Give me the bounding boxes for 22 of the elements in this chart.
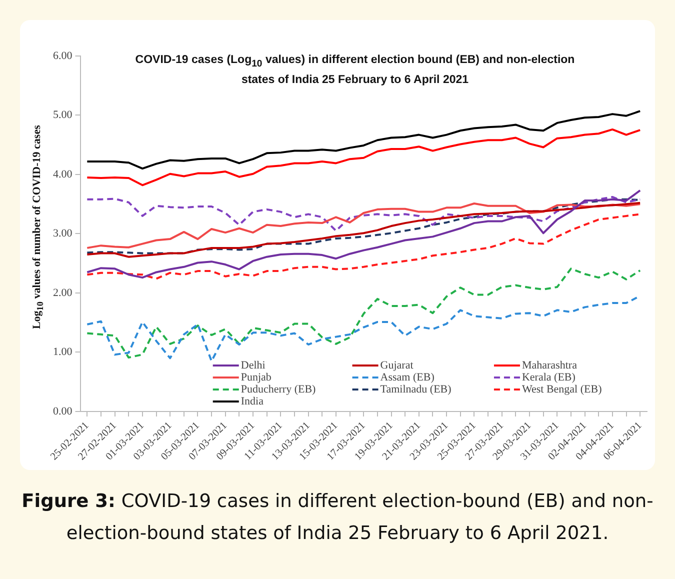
text: COVID-19 cases (Log$_{10}$ values) in different election bound (EB) and non-election states of India 25 February to 6 April 2021 (134, 53, 576, 88)
legend-label: Gujarat (380, 359, 414, 372)
y-tick-label: 3.00 (53, 228, 73, 240)
legend-label: Punjab (240, 371, 272, 384)
caption: Figure 3: COVID-19 cases in different election-bound (EB) and non-election-bound states of India 25 February to 6 April 2021. (22, 491, 654, 544)
y-tick-label: 0.00 (53, 405, 73, 418)
legend-label: Tamilnadu (EB) (380, 383, 452, 396)
line-series (86, 213, 642, 280)
legend-label: West Bengal (EB) (522, 383, 602, 396)
legend-label: Delhi (240, 359, 266, 372)
line-series (86, 268, 642, 359)
y-tick-label: 1.00 (53, 346, 73, 358)
legend-label: Maharashtra (522, 359, 578, 372)
y-tick-label: 5.00 (53, 109, 73, 122)
y-tick-label: 2.00 (53, 286, 73, 299)
legend-label: Puducherry (EB) (240, 383, 316, 396)
line-series (86, 196, 642, 232)
y-tick-label: 6.00 (53, 50, 73, 62)
legend-label: Kerala (EB) (522, 371, 576, 384)
legend-label: Assam (EB) (380, 371, 435, 384)
y-tick-label: 4.00 (53, 168, 73, 180)
legend-label: India (240, 395, 264, 408)
